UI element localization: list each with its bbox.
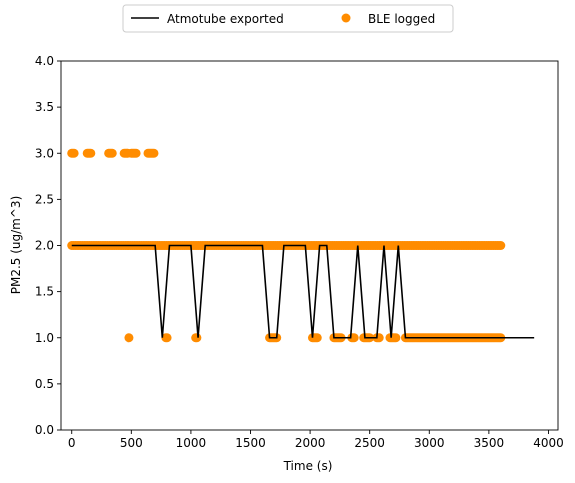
scatter-point xyxy=(69,148,79,158)
y-tick-label: 0.0 xyxy=(35,423,54,437)
x-tick-label: 2000 xyxy=(295,436,326,450)
legend-label-atmotube: Atmotube exported xyxy=(167,12,284,26)
x-tick-label: 1500 xyxy=(235,436,266,450)
y-tick-label: 2.0 xyxy=(35,239,54,253)
plot-area xyxy=(67,148,535,343)
legend-label-ble: BLE logged xyxy=(368,12,435,26)
x-tick-label: 2500 xyxy=(354,436,385,450)
y-axis-label: PM2.5 (ug/m^3) xyxy=(9,196,23,295)
x-tick-label: 4000 xyxy=(533,436,564,450)
y-tick-label: 1.5 xyxy=(35,285,54,299)
x-tick-label: 3000 xyxy=(414,436,445,450)
x-tick-label: 500 xyxy=(120,436,143,450)
scatter-point xyxy=(391,333,401,343)
series-line xyxy=(71,244,535,339)
y-tick-label: 3.0 xyxy=(35,146,54,160)
scatter-point xyxy=(192,333,202,343)
y-tick-label: 3.5 xyxy=(35,100,54,114)
legend: Atmotube exported BLE logged xyxy=(122,4,454,33)
scatter-point xyxy=(312,333,322,343)
scatter-point xyxy=(86,148,96,158)
x-tick-label: 0 xyxy=(68,436,76,450)
scatter-point xyxy=(149,148,159,158)
scatter-point xyxy=(107,148,117,158)
legend-marker-swatch xyxy=(341,13,351,23)
y-tick-label: 0.5 xyxy=(35,377,54,391)
legend-frame xyxy=(122,4,454,33)
x-tick-label: 1000 xyxy=(176,436,207,450)
x-tick-label: 3500 xyxy=(474,436,505,450)
scatter-point xyxy=(162,333,172,343)
y-tick-label: 4.0 xyxy=(35,54,54,68)
y-tick-label: 1.0 xyxy=(35,331,54,345)
x-axis-label: Time (s) xyxy=(283,459,333,473)
scatter-point xyxy=(496,241,506,250)
y-tick-label: 2.5 xyxy=(35,192,54,206)
scatter-point xyxy=(124,333,134,343)
scatter-point xyxy=(349,333,359,343)
axes: 0 500 1000 1500 2000 2500 3000 3500 4000 0.0 0.5 1.… xyxy=(35,54,564,450)
scatter-point xyxy=(131,148,141,158)
